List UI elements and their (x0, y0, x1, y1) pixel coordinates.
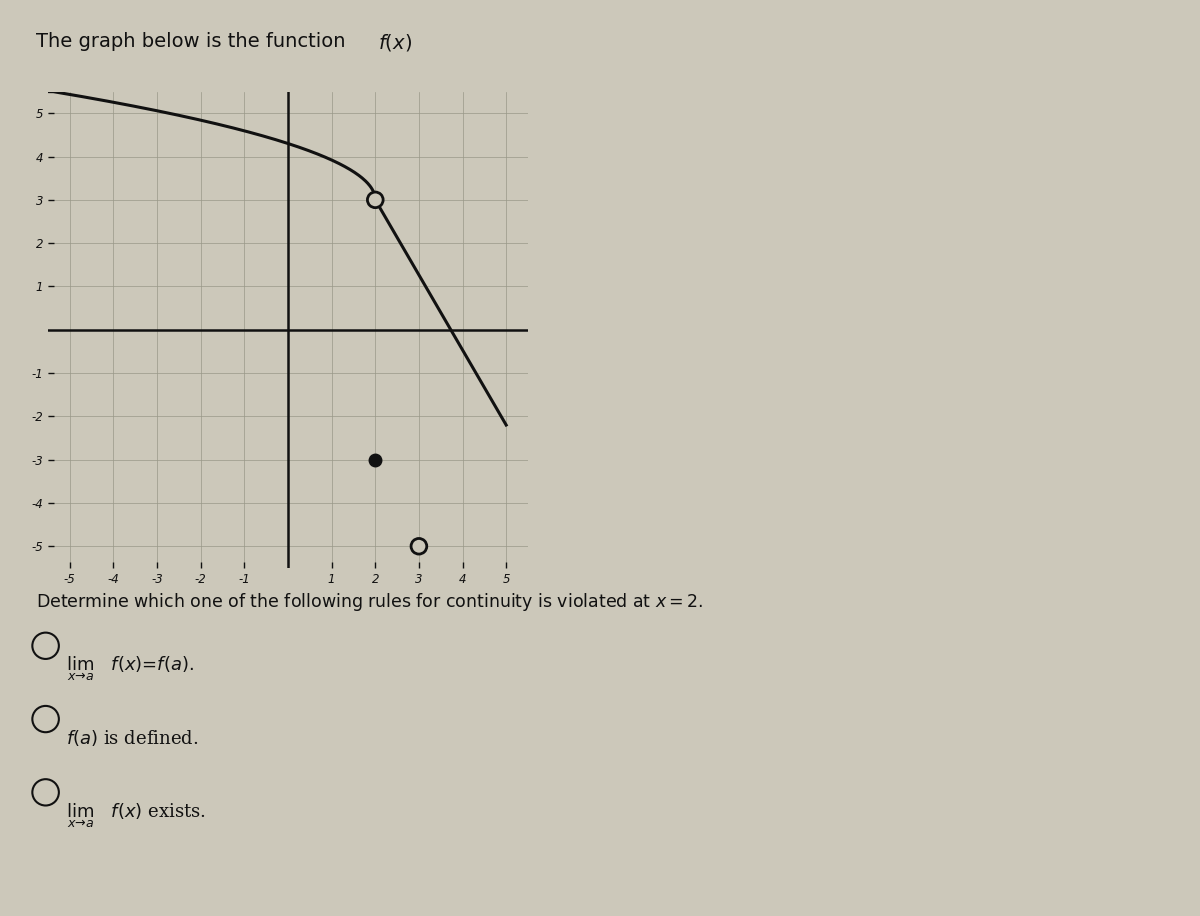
Text: $\lim_{x \to a}$   $f(x) = f(a).$: $\lim_{x \to a}$ $f(x) = f(a).$ (66, 655, 194, 683)
Text: $f(x)$: $f(x)$ (378, 32, 412, 53)
Circle shape (412, 539, 427, 554)
Text: $\lim_{x \to a}$   $f(x)$ exists.: $\lim_{x \to a}$ $f(x)$ exists. (66, 802, 206, 830)
Circle shape (367, 192, 383, 208)
Text: $f(a)$ is defined.: $f(a)$ is defined. (66, 728, 198, 748)
Text: Determine which one of the following rules for continuity is violated at $x = 2$: Determine which one of the following rul… (36, 591, 703, 613)
Text: The graph below is the function: The graph below is the function (36, 32, 352, 51)
